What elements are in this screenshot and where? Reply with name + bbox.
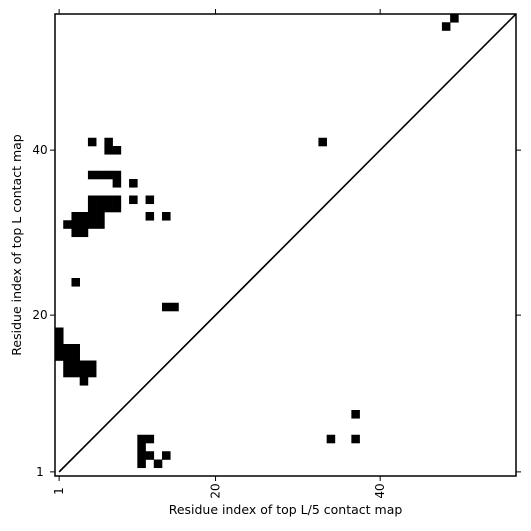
contact-point bbox=[87, 137, 97, 147]
contact-point bbox=[71, 228, 80, 238]
x-axis-label: Residue index of top L/5 contact map bbox=[169, 502, 403, 517]
contact-point bbox=[71, 278, 80, 287]
contact-point bbox=[112, 146, 122, 155]
contact-point bbox=[170, 302, 179, 312]
contact-point bbox=[87, 195, 97, 205]
plot-frame bbox=[54, 13, 517, 477]
contact-point bbox=[112, 179, 122, 188]
contact-point bbox=[162, 451, 171, 460]
contact-point bbox=[87, 170, 97, 180]
contact-point bbox=[87, 212, 97, 221]
contact-point bbox=[55, 335, 64, 345]
contact-point bbox=[441, 22, 451, 31]
lower-triangle-contacts bbox=[137, 410, 360, 469]
contact-point bbox=[450, 14, 459, 23]
contact-point bbox=[87, 368, 97, 378]
contact-point bbox=[137, 443, 146, 452]
contact-point bbox=[112, 203, 122, 213]
contact-point bbox=[104, 195, 113, 205]
contact-point bbox=[104, 137, 113, 147]
contact-point bbox=[112, 195, 122, 205]
contact-point bbox=[71, 368, 80, 378]
x-tick-label: 1 bbox=[52, 487, 66, 495]
contact-point bbox=[63, 368, 72, 378]
axis-ticks: 1 20 40 1 20 40 bbox=[32, 9, 521, 499]
contact-point bbox=[351, 410, 360, 419]
contact-point bbox=[96, 203, 105, 213]
contact-point bbox=[71, 220, 80, 229]
contact-point bbox=[79, 220, 89, 229]
contact-point bbox=[71, 360, 80, 370]
contact-point bbox=[129, 195, 138, 205]
contact-point bbox=[104, 203, 113, 213]
contact-point bbox=[71, 212, 80, 221]
x-tick-label: 20 bbox=[209, 483, 223, 498]
x-tick-label: 40 bbox=[373, 483, 387, 498]
contact-point bbox=[153, 459, 163, 469]
contact-point bbox=[112, 170, 122, 180]
contact-point bbox=[96, 220, 105, 229]
contact-point bbox=[71, 344, 80, 353]
contact-point bbox=[96, 195, 105, 205]
contact-point bbox=[129, 179, 138, 188]
contact-point bbox=[104, 170, 113, 180]
contact-point bbox=[87, 360, 97, 370]
contact-point bbox=[79, 360, 89, 370]
contact-point bbox=[162, 302, 171, 312]
contact-point bbox=[55, 344, 64, 353]
contact-point bbox=[104, 146, 113, 155]
contact-point bbox=[145, 212, 155, 221]
contact-point bbox=[79, 228, 89, 238]
y-tick-label: 40 bbox=[32, 143, 47, 157]
contact-point bbox=[79, 212, 89, 221]
diagonal-line bbox=[58, 13, 517, 473]
contact-point bbox=[63, 220, 72, 229]
contact-point bbox=[55, 352, 64, 361]
contact-point bbox=[137, 451, 146, 460]
contact-point bbox=[145, 434, 155, 444]
y-tick-label: 1 bbox=[36, 465, 44, 479]
contact-point bbox=[137, 434, 146, 444]
contact-point bbox=[63, 352, 72, 361]
contact-point bbox=[63, 360, 72, 370]
contact-point bbox=[79, 377, 89, 386]
contact-point bbox=[326, 434, 336, 444]
contact-point bbox=[63, 344, 72, 353]
contact-point bbox=[351, 434, 360, 444]
contact-point bbox=[96, 212, 105, 221]
contact-point bbox=[87, 220, 97, 229]
contact-point bbox=[318, 137, 327, 147]
y-axis-label: Residue index of top L contact map bbox=[9, 134, 24, 355]
contact-point bbox=[79, 368, 89, 378]
y-tick-label: 20 bbox=[32, 308, 47, 322]
contact-point bbox=[55, 327, 64, 337]
upper-triangle-contacts bbox=[55, 14, 459, 386]
contact-point bbox=[145, 195, 155, 205]
contact-point bbox=[162, 212, 171, 221]
contact-point bbox=[137, 459, 146, 469]
contact-point bbox=[71, 352, 80, 361]
contact-point bbox=[96, 170, 105, 180]
contact-point bbox=[87, 203, 97, 213]
contact-point bbox=[145, 451, 155, 460]
